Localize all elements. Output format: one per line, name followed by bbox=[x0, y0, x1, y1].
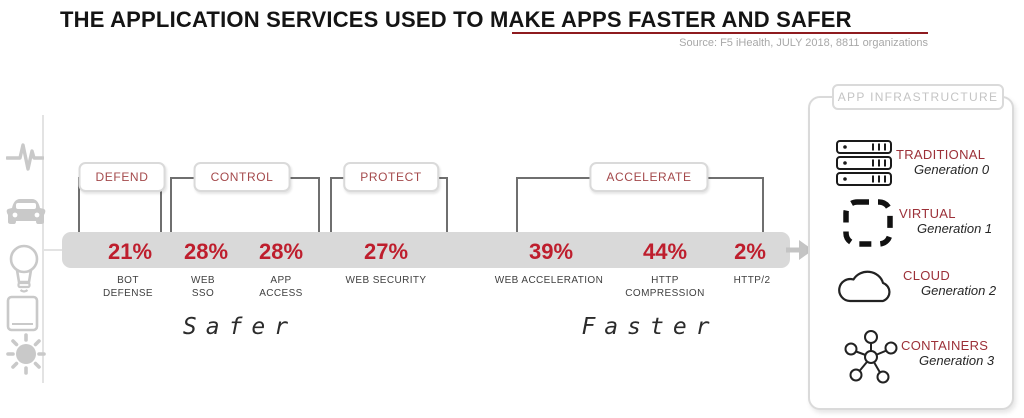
infra-item-virtual: VIRTUAL Generation 1 bbox=[899, 206, 1019, 236]
sun-icon bbox=[6, 333, 46, 375]
right-arrow-icon bbox=[786, 240, 813, 260]
stat-label-bot-defense: BOT DEFENSE bbox=[102, 275, 154, 299]
infra-name-traditional: TRADITIONAL bbox=[896, 147, 986, 162]
page-title: THE APPLICATION SERVICES USED TO MAKE AP… bbox=[60, 7, 852, 32]
infra-item-containers: CONTAINERS Generation 3 bbox=[901, 338, 1021, 368]
title-underline bbox=[512, 32, 928, 34]
infra-generation-traditional: Generation 0 bbox=[914, 162, 990, 177]
infra-generation-cloud: Generation 2 bbox=[921, 283, 997, 298]
infra-item-cloud: CLOUD Generation 2 bbox=[903, 268, 1023, 298]
infra-generation-virtual: Generation 1 bbox=[917, 221, 993, 236]
infra-name-cloud: CLOUD bbox=[903, 268, 951, 283]
annotation-faster: Faster bbox=[581, 314, 719, 340]
infra-item-traditional: TRADITIONAL Generation 0 bbox=[896, 147, 1016, 177]
rail-divider-line bbox=[42, 115, 44, 383]
stat-label-http-compression: HTTP COMPRESSION bbox=[625, 275, 705, 299]
annotation-safer: Safer bbox=[182, 314, 298, 340]
stat-label-web-sso: WEB SSO bbox=[191, 275, 215, 299]
stat-value-app-access: 28% bbox=[258, 239, 304, 264]
stat-label-http2: HTTP/2 bbox=[733, 275, 771, 286]
network-hub-icon bbox=[844, 330, 898, 384]
stat-value-bot-defense: 21% bbox=[107, 239, 153, 264]
stat-label-app-access: APP ACCESS bbox=[259, 275, 303, 299]
stat-value-web-acceleration: 39% bbox=[528, 239, 574, 264]
bracket-label-control: CONTROL bbox=[193, 162, 291, 192]
pulse-icon bbox=[6, 143, 44, 171]
cloud-icon bbox=[838, 270, 891, 303]
dashed-box-icon bbox=[843, 199, 893, 247]
source-caption: Source: F5 iHealth, JULY 2018, 8811 orga… bbox=[679, 37, 928, 49]
server-stack-icon bbox=[836, 140, 892, 186]
lightbulb-icon bbox=[9, 244, 39, 293]
bracket-label-accelerate: ACCELERATE bbox=[589, 162, 709, 192]
bracket-label-defend: DEFEND bbox=[78, 162, 166, 192]
tablet-icon bbox=[6, 295, 39, 332]
rail-connector-line bbox=[44, 249, 62, 251]
bracket-label-protect: PROTECT bbox=[343, 162, 439, 192]
stat-label-web-acceleration: WEB ACCELERATION bbox=[494, 275, 604, 286]
stat-value-web-sso: 28% bbox=[183, 239, 229, 264]
services-bar bbox=[62, 232, 790, 268]
car-icon bbox=[6, 199, 46, 224]
app-infrastructure-title: APP INFRASTRUCTURE bbox=[832, 84, 1004, 110]
infra-generation-containers: Generation 3 bbox=[919, 353, 995, 368]
stat-value-http-compression: 44% bbox=[642, 239, 688, 264]
infra-name-virtual: VIRTUAL bbox=[899, 206, 956, 221]
stat-value-http2: 2% bbox=[734, 239, 766, 264]
infra-name-containers: CONTAINERS bbox=[901, 338, 989, 353]
stat-label-web-security: WEB SECURITY bbox=[345, 275, 427, 286]
stat-value-web-security: 27% bbox=[363, 239, 409, 264]
